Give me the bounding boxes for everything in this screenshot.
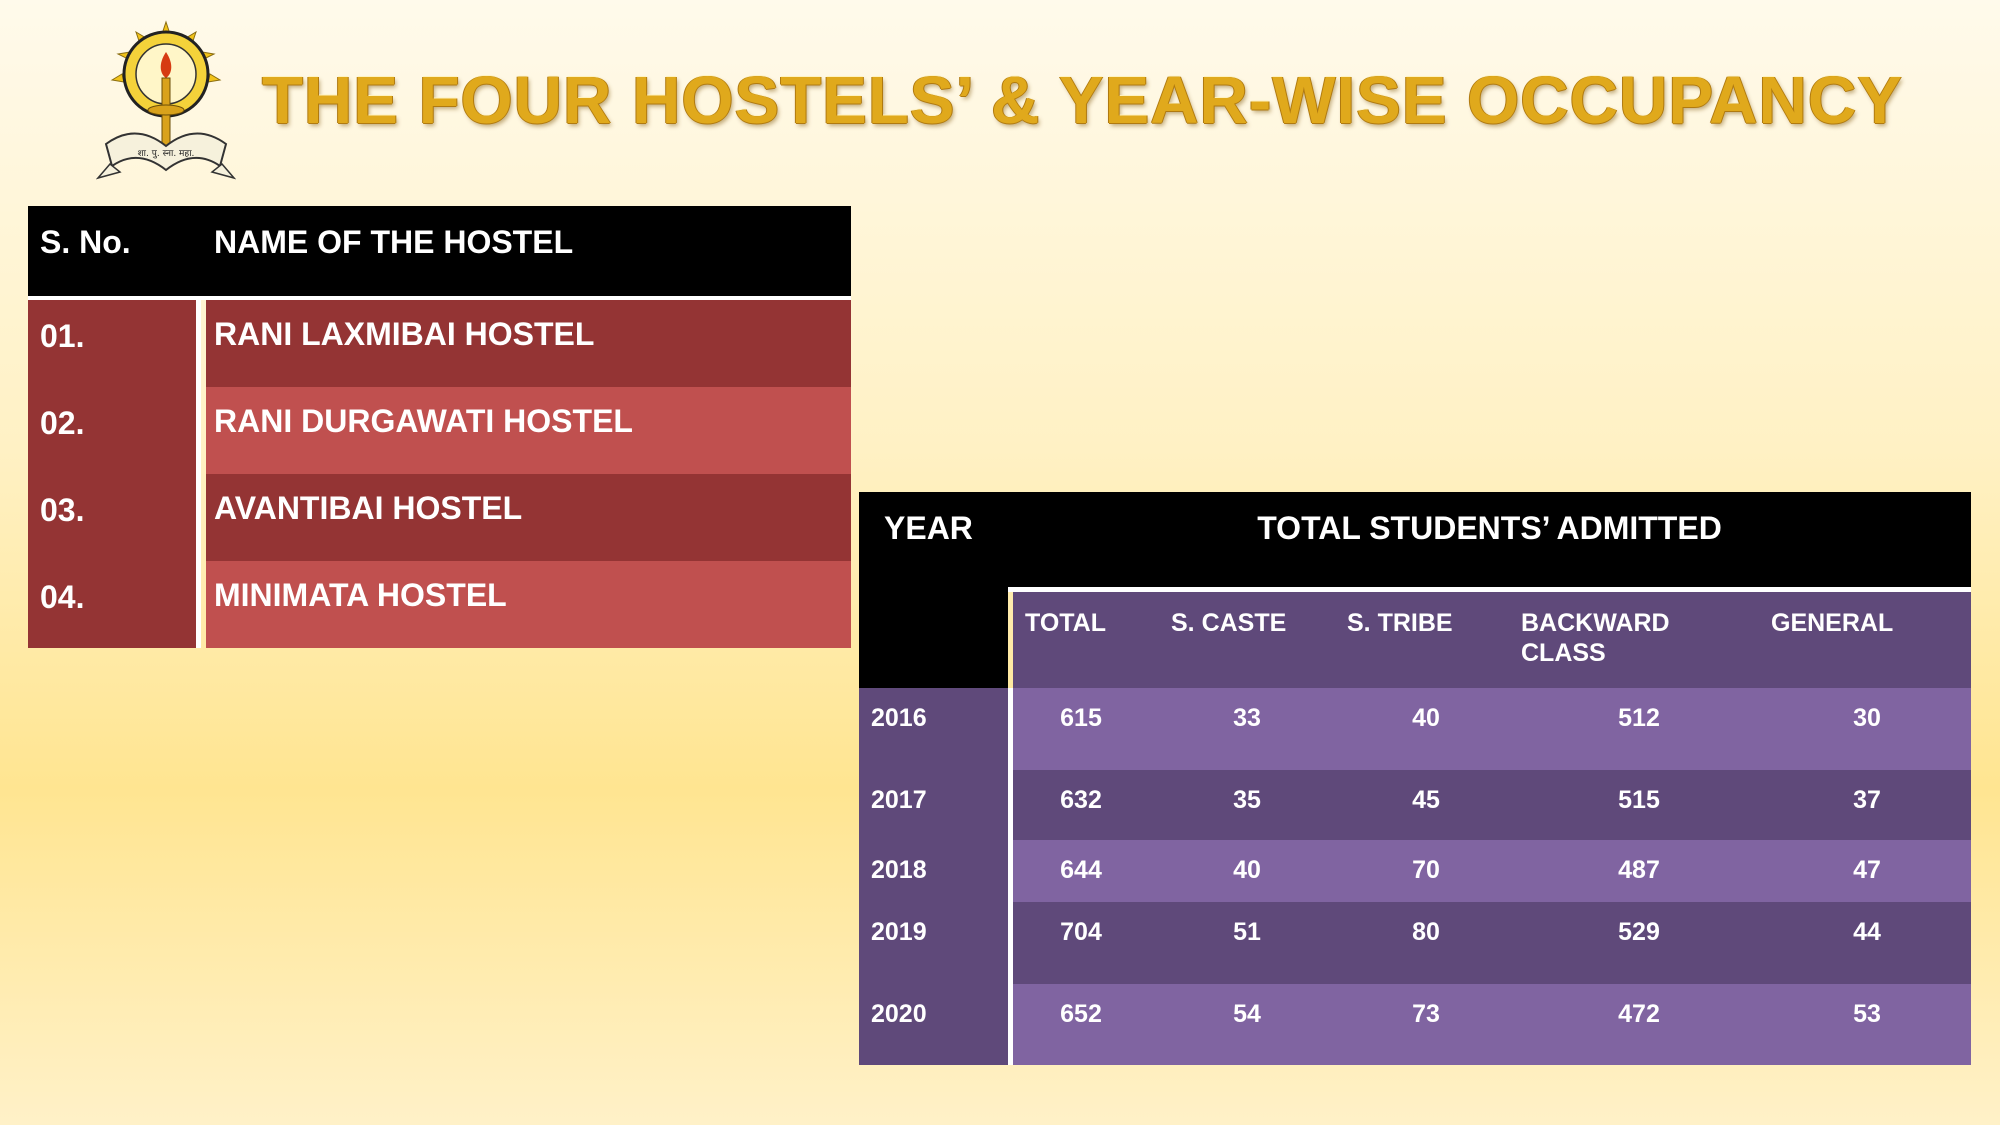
s-tribe-cell: 73 (1412, 1000, 1440, 1028)
backward-cell: 515 (1618, 786, 1660, 814)
s-caste-cell: 51 (1233, 918, 1261, 946)
occupancy-table: YEAR TOTAL STUDENTS’ ADMITTED TOTAL S. C… (859, 492, 1971, 1065)
total-cell: 632 (1060, 786, 1102, 814)
year-cell: 2019 (871, 918, 927, 946)
col-total-header: TOTAL (1025, 609, 1107, 637)
col-s-tribe-header: S. TRIBE (1347, 609, 1453, 637)
table-row: 03. AVANTIBAI HOSTEL (28, 474, 851, 561)
hostel-name-header: NAME OF THE HOSTEL (214, 224, 574, 260)
table-row: 2020 652 54 73 472 53 (859, 984, 1971, 1065)
s-caste-cell: 35 (1233, 786, 1261, 814)
backward-cell: 512 (1618, 704, 1660, 732)
year-column-divider (1008, 688, 1013, 1065)
backward-cell: 529 (1618, 918, 1660, 946)
s-tribe-cell: 70 (1412, 856, 1440, 884)
col-s-caste-header: S. CASTE (1171, 609, 1287, 637)
hostel-name: RANI LAXMIBAI HOSTEL (214, 316, 595, 352)
s-caste-cell: 33 (1233, 704, 1261, 732)
total-cell: 615 (1060, 704, 1102, 732)
college-emblem-logo: शा. पु. स्ना. महा. (95, 14, 237, 194)
hostel-sno: 03. (40, 492, 85, 528)
total-cell: 652 (1060, 1000, 1102, 1028)
backward-cell: 472 (1618, 1000, 1660, 1028)
table-row: 04. MINIMATA HOSTEL (28, 561, 851, 648)
year-cell: 2017 (871, 786, 927, 814)
general-cell: 53 (1853, 1000, 1881, 1028)
general-cell: 37 (1853, 786, 1881, 814)
s-caste-cell: 54 (1233, 1000, 1261, 1028)
general-cell: 44 (1853, 918, 1881, 946)
hostel-name: MINIMATA HOSTEL (214, 577, 507, 613)
table-row: 2018 644 40 70 487 47 (859, 840, 1971, 902)
year-header: YEAR (884, 510, 973, 546)
s-caste-cell: 40 (1233, 856, 1261, 884)
table-row: 2016 615 33 40 512 30 (859, 688, 1971, 770)
svg-text:शा. पु. स्ना. महा.: शा. पु. स्ना. महा. (138, 149, 195, 159)
s-tribe-cell: 45 (1412, 786, 1440, 814)
sno-header: S. No. (40, 224, 131, 260)
s-tribe-cell: 80 (1412, 918, 1440, 946)
page-title: THE FOUR HOSTELS’ & YEAR-WISE OCCUPANCY (262, 63, 1903, 138)
total-students-header: TOTAL STUDENTS’ ADMITTED (1008, 492, 1971, 592)
hostels-table-header: S. No. NAME OF THE HOSTEL (28, 206, 851, 300)
hostel-name: RANI DURGAWATI HOSTEL (214, 403, 633, 439)
table-row: 01. RANI LAXMIBAI HOSTEL (28, 300, 851, 387)
hostels-table: S. No. NAME OF THE HOSTEL 01. RANI LAXMI… (28, 206, 851, 648)
hostel-sno: 04. (40, 579, 85, 615)
table-row: 2019 704 51 80 529 44 (859, 902, 1971, 984)
total-cell: 704 (1060, 918, 1102, 946)
group-header-label: TOTAL STUDENTS’ ADMITTED (1257, 510, 1722, 546)
year-cell: 2016 (871, 704, 927, 732)
general-cell: 30 (1853, 704, 1881, 732)
hostel-sno: 02. (40, 405, 85, 441)
column-subheaders: TOTAL S. CASTE S. TRIBE BACKWARD CLASS G… (1013, 592, 1971, 688)
s-tribe-cell: 40 (1412, 704, 1440, 732)
hostel-sno: 01. (40, 318, 85, 354)
col-backward-header: BACKWARD CLASS (1521, 609, 1670, 667)
table-row: 02. RANI DURGAWATI HOSTEL (28, 387, 851, 474)
col-general-header: GENERAL (1771, 609, 1894, 637)
total-cell: 644 (1060, 856, 1102, 884)
backward-cell: 487 (1618, 856, 1660, 884)
year-cell: 2018 (871, 856, 927, 884)
table-row: 2017 632 35 45 515 37 (859, 770, 1971, 840)
general-cell: 47 (1853, 856, 1881, 884)
hostel-name: AVANTIBAI HOSTEL (214, 490, 523, 526)
year-cell: 2020 (871, 1000, 927, 1028)
